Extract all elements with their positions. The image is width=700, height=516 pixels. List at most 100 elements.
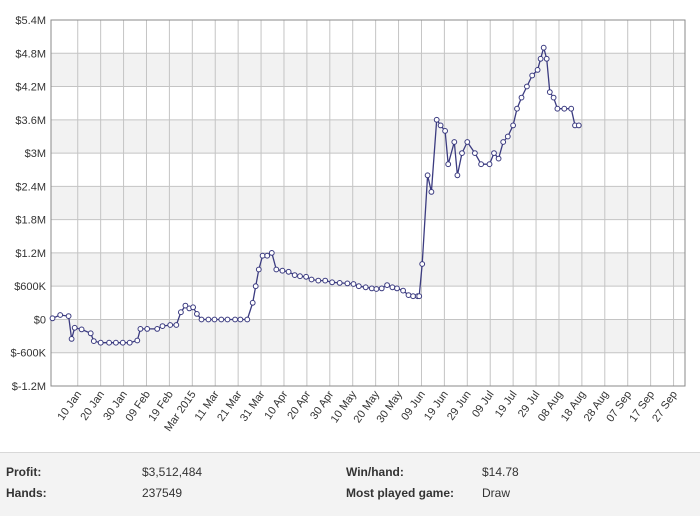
- data-point: [486, 161, 493, 168]
- y-tick-label: $2.4M: [15, 181, 46, 193]
- data-point: [119, 339, 126, 346]
- data-point: [329, 279, 336, 286]
- data-point: [384, 282, 391, 289]
- data-point: [154, 326, 161, 332]
- data-point: [437, 122, 444, 129]
- profit-line-chart: $-1.2M $-600K $0 $600K $1.2M $1.8M $2.4M $3M $3.…: [11, 15, 686, 434]
- data-point: [518, 94, 525, 101]
- data-point: [500, 139, 507, 145]
- data-point: [268, 250, 275, 256]
- y-tick-label: $5.4M: [15, 15, 46, 27]
- data-point: [495, 155, 502, 162]
- data-point: [546, 89, 553, 95]
- grid-band: [51, 319, 685, 353]
- data-point: [514, 105, 520, 112]
- y-tick-label: $1.8M: [15, 215, 46, 227]
- data-point: [167, 322, 174, 328]
- data-point: [259, 252, 266, 259]
- data-point: [410, 293, 417, 300]
- y-tick-label: $3M: [25, 148, 46, 160]
- data-point: [113, 339, 119, 346]
- y-tick-label: $-600K: [11, 348, 47, 360]
- grid-band: [51, 186, 685, 220]
- data-point: [478, 161, 485, 168]
- data-point: [504, 133, 511, 140]
- data-point: [224, 316, 231, 323]
- data-point: [297, 273, 303, 280]
- data-point: [178, 309, 184, 316]
- data-point: [491, 150, 497, 157]
- data-point: [126, 339, 133, 346]
- y-tick-label: $3.6M: [15, 115, 46, 127]
- data-point: [554, 105, 561, 112]
- data-point: [71, 324, 78, 331]
- data-point: [362, 284, 369, 291]
- data-point: [534, 67, 541, 73]
- hands-label: Hands:: [6, 486, 47, 500]
- data-point: [68, 336, 75, 342]
- most-played-game-label: Most played game:: [346, 486, 455, 500]
- data-point: [575, 122, 582, 129]
- data-point: [285, 268, 292, 275]
- win-per-hand-value: $14.78: [482, 465, 519, 479]
- most-played-game-value: Draw: [482, 486, 511, 500]
- data-point: [90, 338, 97, 345]
- data-point: [442, 128, 449, 134]
- data-point: [252, 283, 259, 290]
- data-point: [344, 280, 351, 287]
- data-point: [454, 172, 461, 179]
- data-point: [433, 116, 440, 123]
- data-point: [134, 337, 141, 344]
- data-point: [97, 339, 104, 346]
- data-point: [529, 72, 536, 79]
- data-point: [255, 266, 262, 273]
- data-point: [273, 266, 280, 273]
- profit-label: Profit:: [6, 465, 42, 479]
- data-point: [428, 189, 435, 195]
- profit-chart: $-1.2M $-600K $0 $600K $1.2M $1.8M $2.4M $3M $3.…: [10, 15, 686, 434]
- data-point: [249, 299, 256, 306]
- data-point: [416, 293, 423, 300]
- data-point: [561, 105, 568, 112]
- data-point: [540, 44, 547, 51]
- data-point: [350, 281, 357, 287]
- data-point: [190, 304, 197, 311]
- data-point: [459, 150, 465, 157]
- data-point: [424, 172, 431, 179]
- y-tick-label: $600K: [14, 281, 46, 293]
- data-point: [49, 315, 56, 322]
- x-tick-label: 19 Jul: [493, 389, 520, 420]
- data-point: [205, 316, 212, 323]
- grid-band: [51, 53, 685, 87]
- data-point: [315, 277, 322, 284]
- grid-band: [51, 252, 685, 287]
- data-point: [445, 161, 452, 168]
- win-per-hand-label: Win/hand:: [346, 465, 404, 479]
- data-point: [218, 316, 225, 323]
- data-point: [451, 139, 458, 145]
- data-point: [198, 316, 205, 323]
- data-point: [182, 302, 189, 309]
- x-tick-label: 09 Jul: [470, 389, 497, 420]
- data-point: [472, 150, 478, 157]
- y-tick-label: $0: [34, 314, 46, 326]
- data-point: [322, 277, 329, 284]
- data-point: [510, 122, 516, 129]
- data-point: [232, 316, 239, 323]
- data-point: [355, 283, 362, 290]
- data-point: [264, 252, 271, 259]
- hands-value: 237549: [142, 486, 183, 500]
- profit-value: $3,512,484: [142, 465, 203, 479]
- stats-panel: Profit: $3,512,484 Hands: 237549 Win/han…: [0, 452, 700, 516]
- data-point: [537, 55, 544, 62]
- y-tick-label: $4.8M: [15, 48, 46, 60]
- data-point: [279, 267, 286, 274]
- x-tick-label: 31 Mar: [238, 389, 268, 424]
- data-point: [291, 272, 298, 279]
- data-point: [65, 313, 72, 320]
- data-point: [405, 292, 412, 299]
- data-point: [144, 326, 151, 332]
- data-point: [87, 330, 94, 337]
- data-point: [211, 316, 218, 323]
- data-point: [106, 339, 112, 346]
